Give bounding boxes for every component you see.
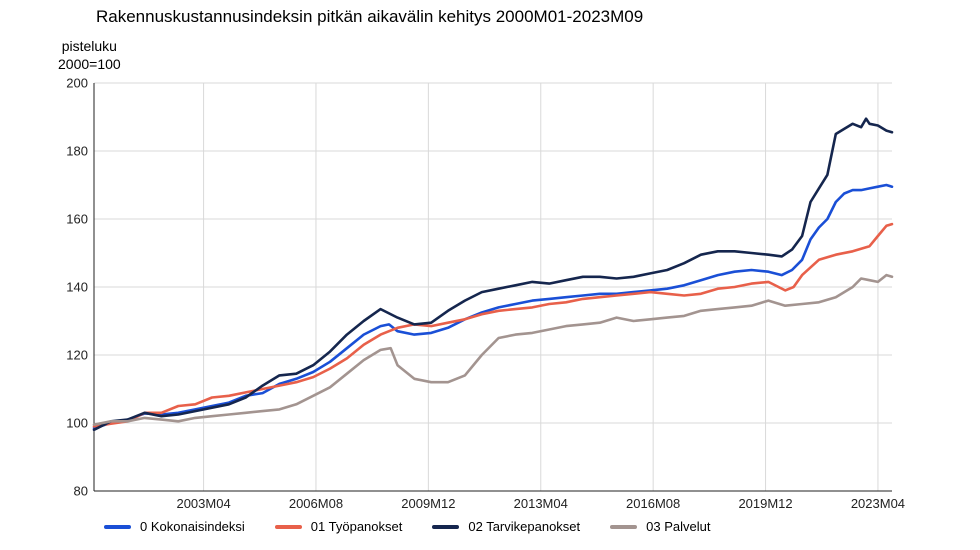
legend-label: 03 Palvelut [646,519,711,534]
series-line-3 [92,273,894,426]
series-line-0 [92,183,894,430]
y-tick-label: 140 [66,280,88,295]
y-tick-label: 180 [66,144,88,159]
legend-label: 01 Työpanokset [310,519,403,534]
legend-item-2: 02 Tarvikepanokset [432,519,580,534]
y-axis-label-base: 2000=100 [58,56,121,72]
y-tick-label: 120 [66,348,88,363]
legend-item-3: 03 Palvelut [610,519,710,534]
y-tick-label: 200 [66,76,88,91]
y-tick-label: 100 [66,416,88,431]
legend: 0 Kokonaisindeksi 01 Työpanokset 02 Tarvik… [104,519,740,534]
legend-swatch [104,524,131,529]
legend-swatch [274,524,302,529]
legend-item-1: 01 Työpanokset [274,519,403,534]
legend-label: 02 Tarvikepanokset [468,519,581,534]
legend-swatch [432,524,460,529]
x-tick-label: 2016M08 [626,496,680,511]
y-axis-label: pisteluku 2000=100 [58,37,121,73]
x-tick-label: 2006M08 [289,496,343,511]
series-line-2 [92,117,894,432]
y-tick-label: 160 [66,212,88,227]
x-tick-label: 2019M12 [738,496,792,511]
legend-swatch [610,524,638,529]
x-tick-label: 2003M04 [176,496,230,511]
x-tick-label: 2013M04 [514,496,568,511]
x-tick-label: 2009M12 [401,496,455,511]
y-axis-label-unit: pisteluku [61,38,117,54]
legend-item-0: 0 Kokonaisindeksi [104,519,245,534]
series-line-1 [92,222,894,428]
x-tick-label: 2023M04 [851,496,905,511]
legend-label: 0 Kokonaisindeksi [140,519,245,534]
y-tick-label: 80 [74,484,88,499]
chart-title: Rakennuskustannusindeksin pitkän aikaväl… [96,7,644,26]
